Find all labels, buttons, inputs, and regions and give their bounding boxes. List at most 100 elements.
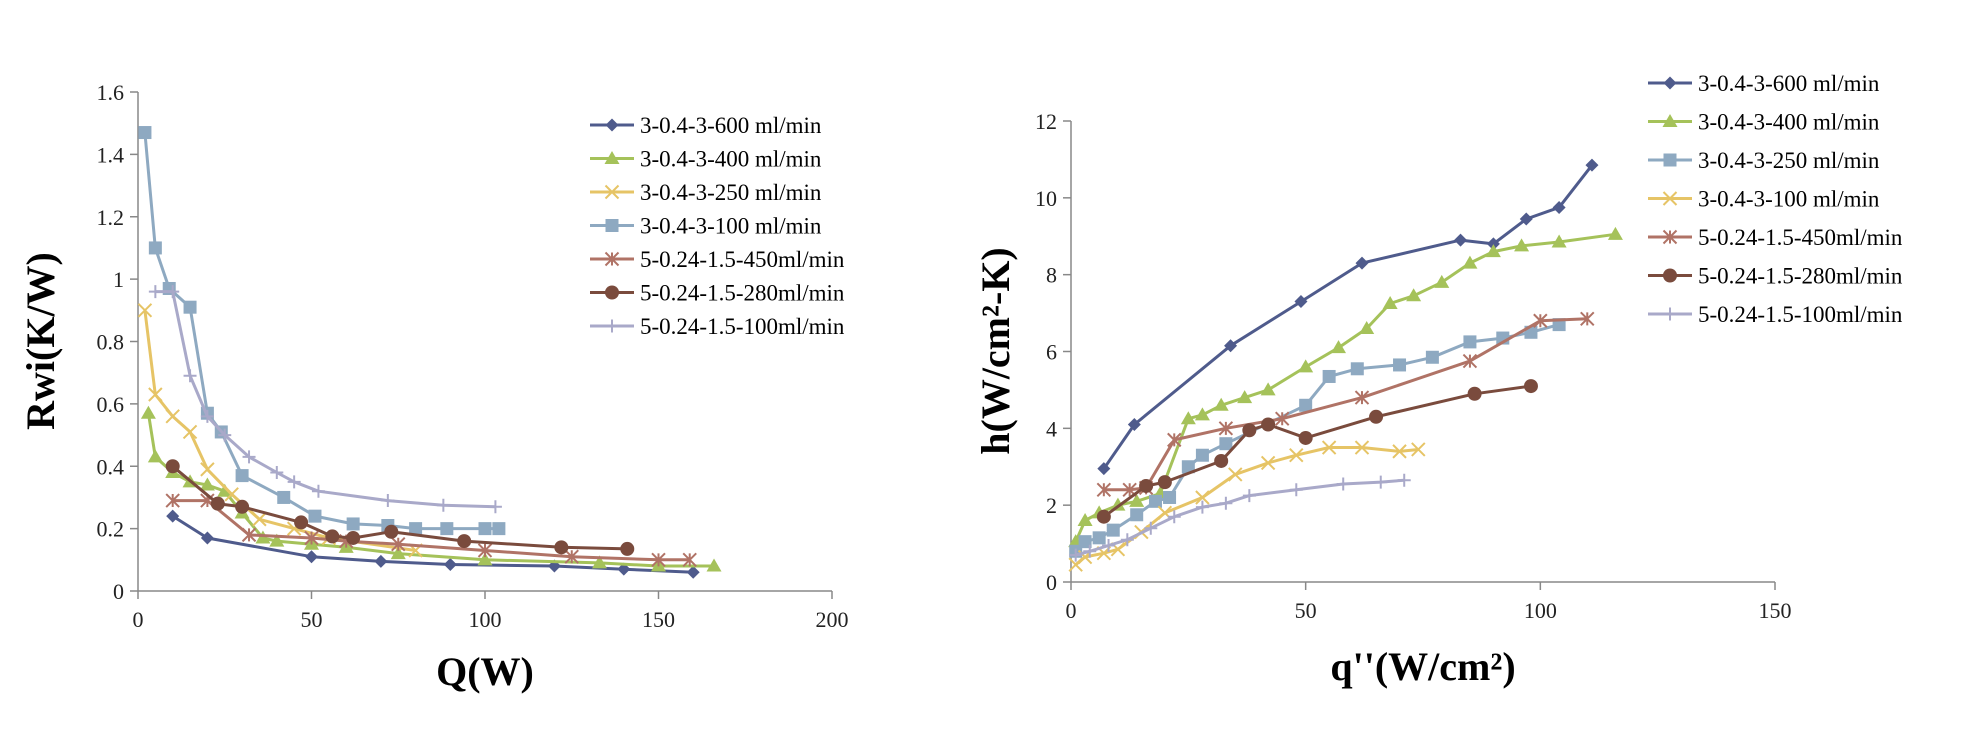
- data-point: [346, 530, 361, 545]
- data-point: [199, 477, 215, 491]
- series-3-0-4-3-250-ml-min: [137, 303, 423, 558]
- data-point: [166, 509, 180, 523]
- data-point: [1180, 411, 1196, 425]
- legend-marker: [1663, 153, 1677, 167]
- data-point: [1392, 444, 1407, 459]
- data-point: [1167, 510, 1181, 524]
- legend-entry: 3-0.4-3-250 ml/min: [590, 180, 822, 205]
- data-point: [682, 552, 697, 568]
- data-point: [138, 126, 152, 140]
- data-point: [165, 409, 180, 424]
- data-point: [1083, 544, 1097, 558]
- data-point: [436, 498, 450, 512]
- y-tick-label: 1.6: [97, 80, 125, 105]
- data-point: [183, 300, 197, 314]
- data-point: [443, 557, 457, 571]
- series-3-0-4-3-100-ml-min: [138, 126, 506, 536]
- data-point: [1463, 335, 1477, 349]
- data-point: [564, 549, 579, 564]
- legend-marker: [1662, 114, 1678, 127]
- x-tick-label: 0: [133, 607, 144, 632]
- series-3-0-4-3-400-ml-min: [140, 405, 722, 572]
- data-point: [1299, 398, 1313, 412]
- legend-entry: 5-0.24-1.5-450ml/min: [1648, 225, 1903, 250]
- data-point: [1354, 440, 1370, 455]
- legend-label: 5-0.24-1.5-100ml/min: [1698, 302, 1903, 327]
- data-point: [1120, 533, 1134, 547]
- chart-heat-transfer-coefficient: 0 50 100 150 0 2 4 6 8 10 12 q''(W/cm²) h(W/cm²-K) 3-…: [973, 71, 1903, 689]
- data-point: [477, 543, 493, 558]
- legend-marker: [1663, 307, 1677, 321]
- data-point: [1242, 489, 1256, 503]
- y-axis-title: h(W/cm²-K): [973, 247, 1018, 455]
- data-point: [1195, 490, 1210, 505]
- data-point: [287, 475, 301, 489]
- legend-entry: 3-0.4-3-400 ml/min: [590, 147, 822, 172]
- data-point: [294, 515, 309, 530]
- data-point: [1289, 483, 1303, 497]
- y-tick-label: 2: [1046, 493, 1057, 518]
- data-point: [183, 369, 197, 383]
- legend-label: 5-0.24-1.5-450ml/min: [640, 247, 845, 272]
- x-tick-label: 100: [469, 607, 502, 632]
- data-point: [457, 534, 472, 549]
- legend-entry: 3-0.4-3-400 ml/min: [1648, 110, 1880, 135]
- series-line: [1103, 317, 1588, 492]
- data-point: [241, 527, 257, 543]
- data-point: [218, 428, 232, 442]
- data-point: [1260, 455, 1276, 471]
- data-point: [1237, 390, 1253, 404]
- series-5-0-24-1-5-450ml-min: [1096, 311, 1595, 498]
- series-line: [1074, 232, 1616, 543]
- data-point: [554, 540, 569, 555]
- series-line: [155, 290, 496, 509]
- data-point: [592, 555, 608, 569]
- series-line: [172, 499, 690, 562]
- legend-entry: 3-0.4-3-600 ml/min: [1648, 71, 1880, 96]
- y-tick-label: 8: [1046, 263, 1057, 288]
- data-point: [137, 303, 153, 318]
- legend-marker: [605, 285, 619, 300]
- x-tick-label: 150: [642, 607, 675, 632]
- legend-entry: 5-0.24-1.5-100ml/min: [1648, 302, 1903, 327]
- data-point: [242, 450, 256, 464]
- legend-label: 3-0.4-3-600 ml/min: [640, 113, 822, 138]
- data-point: [384, 524, 399, 539]
- data-point: [1077, 513, 1093, 527]
- data-point: [1097, 462, 1111, 476]
- y-tick-label: 4: [1046, 416, 1057, 441]
- data-point: [140, 405, 156, 419]
- legend-marker: [604, 151, 620, 164]
- series-3-0-4-3-600-ml-min: [166, 509, 700, 579]
- legend-label: 5-0.24-1.5-280ml/min: [640, 281, 845, 306]
- data-point: [325, 529, 340, 544]
- legend-label: 3-0.4-3-250 ml/min: [640, 180, 822, 205]
- data-point: [277, 490, 291, 504]
- data-point: [1260, 382, 1276, 396]
- series-3-0-4-3-250-ml-min: [1069, 318, 1566, 558]
- data-point: [409, 522, 423, 536]
- data-point: [1382, 295, 1398, 309]
- data-point: [210, 496, 225, 511]
- data-point: [620, 541, 635, 556]
- data-point: [381, 494, 395, 508]
- data-point: [1106, 523, 1120, 537]
- data-point: [1294, 295, 1308, 309]
- data-point: [1585, 158, 1599, 172]
- data-point: [200, 462, 215, 477]
- series-line: [171, 465, 628, 551]
- legend-label: 5-0.24-1.5-280ml/min: [1698, 264, 1903, 289]
- data-point: [488, 500, 502, 514]
- data-point: [1533, 313, 1548, 328]
- data-point: [1485, 244, 1501, 258]
- data-point: [440, 522, 454, 536]
- legend-marker: [604, 251, 620, 267]
- series-3-0-4-3-400-ml-min: [1068, 226, 1623, 548]
- data-point: [1607, 226, 1623, 240]
- data-point: [1580, 311, 1595, 327]
- x-tick-label: 0: [1066, 598, 1077, 623]
- data-point: [311, 484, 325, 498]
- data-point: [270, 465, 284, 479]
- data-point: [1462, 353, 1478, 369]
- data-point: [1261, 417, 1276, 432]
